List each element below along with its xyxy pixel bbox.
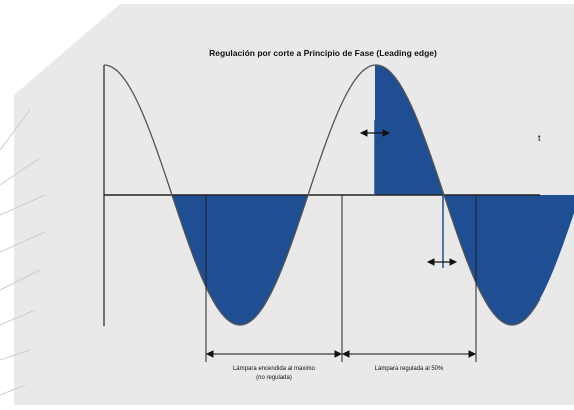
phase-delay-arrow-2 bbox=[426, 258, 458, 266]
segment-2-span bbox=[341, 350, 477, 358]
segment-1-label-line-1: Lámpara encendida al máximo bbox=[233, 366, 316, 372]
segment-2-label-line-1: Lámpara regulada al 50% bbox=[375, 366, 444, 372]
segment-1-label-line-2: (no regulada) bbox=[256, 375, 292, 381]
decorative-lines bbox=[0, 109, 46, 396]
diagram-title: Regulación por corte a Principio de Fase… bbox=[209, 48, 437, 58]
segment-markers bbox=[205, 195, 477, 362]
regulated-positive-fill bbox=[375, 65, 444, 195]
ac-sine-wave bbox=[104, 64, 541, 326]
time-axis-label: t bbox=[538, 133, 541, 143]
phase-delay-arrow-1 bbox=[359, 129, 391, 137]
segment-1-span bbox=[205, 350, 343, 358]
